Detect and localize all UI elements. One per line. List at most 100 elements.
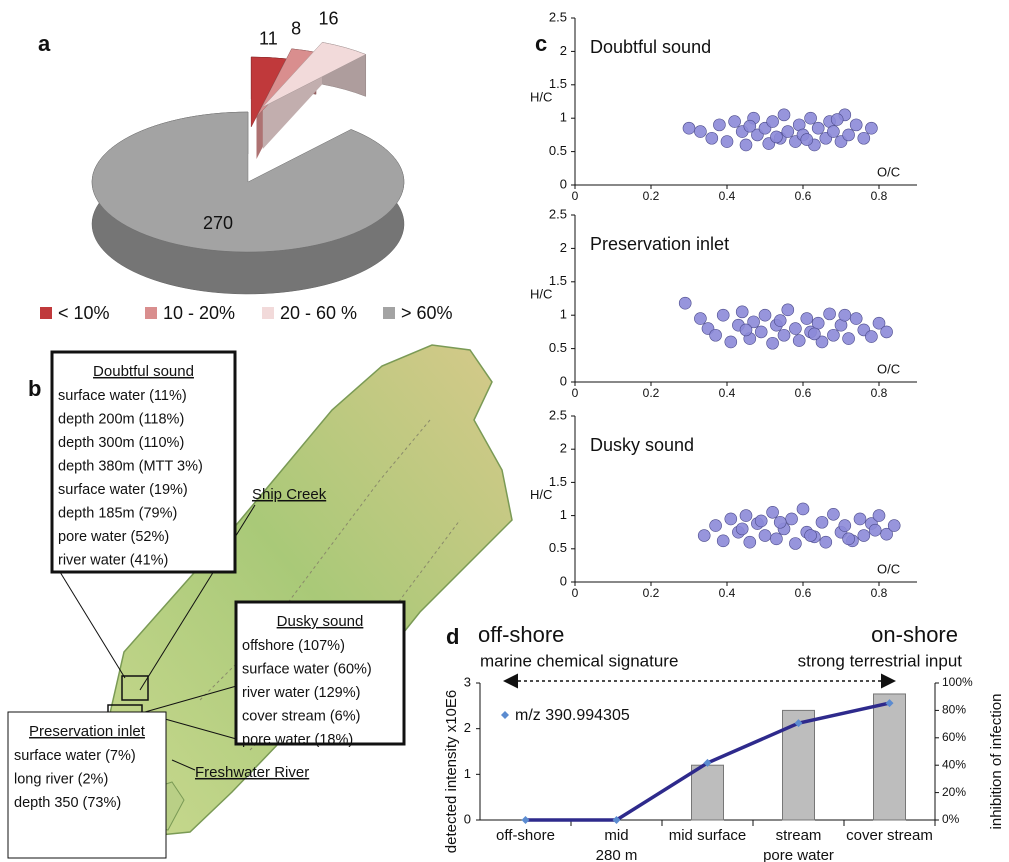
y-tick-label: 0.5: [549, 340, 567, 355]
site-item: surface water (60%): [242, 661, 372, 677]
y-tick-label: 2: [560, 43, 567, 58]
x-tick-label: off-shore: [496, 827, 555, 844]
x-axis-label: O/C: [877, 561, 900, 576]
point: [793, 335, 805, 347]
point: [888, 520, 900, 532]
x-tick-label: stream: [776, 827, 822, 844]
legend-marker: [501, 711, 509, 719]
x-tick-label: pore water: [763, 847, 834, 862]
point: [774, 516, 786, 528]
legend-swatch: [383, 307, 395, 319]
point: [710, 329, 722, 341]
site-item: depth 350 (73%): [14, 795, 121, 811]
point: [820, 536, 832, 548]
y-tick-label: 0: [560, 176, 567, 191]
point: [713, 119, 725, 131]
point: [767, 506, 779, 518]
plot-title: Dusky sound: [590, 435, 694, 455]
x-tick-label: 0.4: [719, 386, 736, 400]
x-tick-label: 0.8: [871, 586, 888, 600]
site-item: offshore (107%): [242, 638, 345, 654]
site-item: pore water (18%): [242, 732, 353, 748]
point: [740, 510, 752, 522]
point: [744, 120, 756, 132]
pie-value-label: 270: [203, 213, 233, 233]
x-tick-label: 0.2: [643, 189, 660, 203]
site-item: depth 380m (MTT 3%): [58, 458, 203, 474]
point: [789, 537, 801, 549]
legend-swatch: [40, 307, 52, 319]
connector: [60, 572, 125, 678]
point: [740, 324, 752, 336]
x-tick-label: 280 m: [596, 847, 638, 862]
point: [782, 126, 794, 138]
x-axis-label: O/C: [877, 164, 900, 179]
point: [736, 523, 748, 535]
point: [801, 134, 813, 146]
y2-tick-label: 100%: [942, 675, 973, 689]
point: [770, 131, 782, 143]
site-item: cover stream (6%): [242, 708, 360, 724]
point: [725, 513, 737, 525]
site-title: Doubtful sound: [93, 363, 194, 380]
place-label: Ship Creek: [252, 486, 327, 503]
y-axis-label: H/C: [530, 287, 552, 302]
x-tick-label: 0: [572, 586, 579, 600]
point: [865, 122, 877, 134]
y2-tick-label: 60%: [942, 730, 966, 744]
point: [744, 536, 756, 548]
y-tick-label: 1: [560, 507, 567, 522]
point: [801, 313, 813, 325]
x-tick-label: mid: [604, 827, 628, 844]
y-tick-label: 0.5: [549, 540, 567, 555]
y-tick-label: 1: [464, 766, 471, 781]
bar: [874, 694, 906, 820]
y-tick-label: 1: [560, 110, 567, 125]
point: [839, 520, 851, 532]
x-tick-label: 0.6: [795, 386, 812, 400]
point: [881, 326, 893, 338]
y-axis-label: detected intensity x10E6: [443, 690, 460, 853]
point: [683, 122, 695, 134]
bar: [692, 765, 724, 820]
x-tick-label: 0: [572, 189, 579, 203]
point: [827, 508, 839, 520]
point: [831, 114, 843, 126]
site-item: surface water (11%): [58, 388, 187, 404]
point: [694, 126, 706, 138]
point: [721, 136, 733, 148]
annotation: off-shore: [478, 622, 564, 647]
x-tick-label: mid surface: [669, 827, 747, 844]
site-title: Preservation inlet: [29, 723, 146, 740]
point: [808, 328, 820, 340]
y-tick-label: 0: [560, 573, 567, 588]
y2-tick-label: 40%: [942, 757, 966, 771]
point: [873, 510, 885, 522]
point: [698, 530, 710, 542]
point: [850, 313, 862, 325]
y-axis-label: H/C: [530, 90, 552, 105]
point: [858, 132, 870, 144]
point: [827, 126, 839, 138]
panel-label: d: [446, 624, 459, 649]
y-tick-label: 0: [560, 373, 567, 388]
site-item: depth 200m (118%): [58, 411, 184, 427]
x-tick-label: 0.2: [643, 386, 660, 400]
point: [770, 533, 782, 545]
y-tick-label: 2: [464, 720, 471, 735]
site-item: pore water (52%): [58, 529, 169, 545]
point: [767, 116, 779, 128]
y-tick-label: 0: [464, 811, 471, 826]
point: [869, 524, 881, 536]
point: [778, 329, 790, 341]
point: [782, 304, 794, 316]
y-tick-label: 2.5: [549, 9, 567, 24]
pie-value-label: 8: [291, 18, 301, 38]
point: [797, 503, 809, 515]
annotation: on-shore: [871, 622, 958, 647]
point: [725, 336, 737, 348]
point: [816, 516, 828, 528]
site-item: surface water (19%): [58, 482, 188, 498]
point: [778, 109, 790, 121]
annotation: marine chemical signature: [480, 651, 678, 670]
